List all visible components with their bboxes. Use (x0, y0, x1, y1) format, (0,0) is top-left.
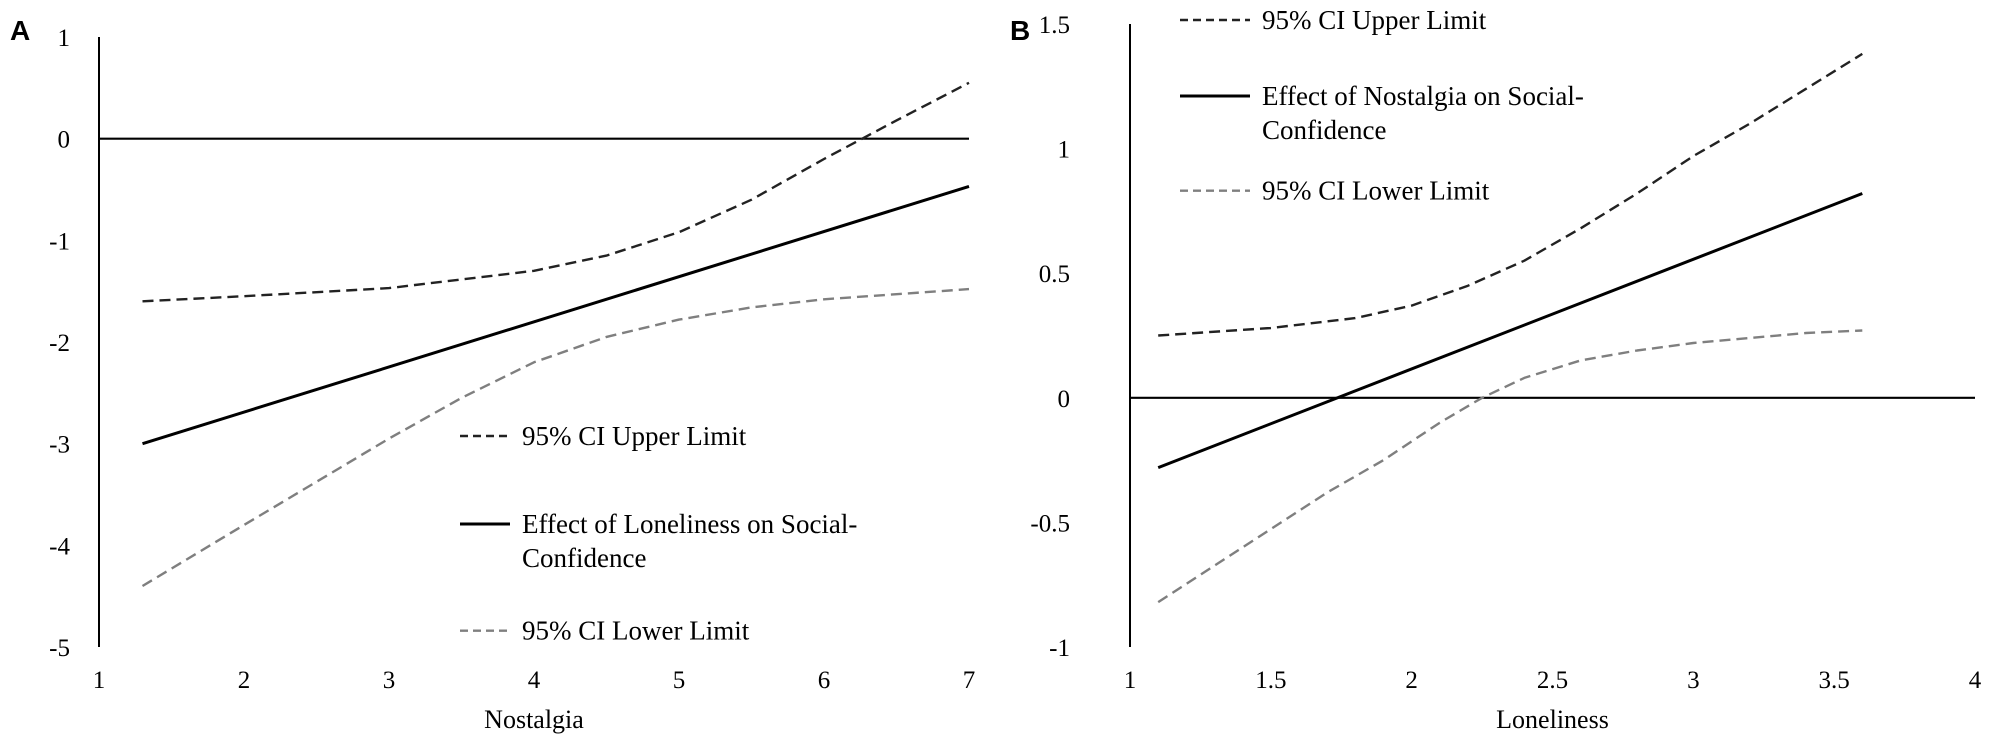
legend-label-line: Effect of Loneliness on Social- (522, 509, 857, 539)
y-tick-label: -5 (49, 635, 70, 662)
x-tick-label: 7 (963, 667, 976, 694)
x-tick-label: 4 (528, 667, 541, 694)
x-tick-label: 1 (1124, 667, 1137, 694)
y-tick-label: 0 (58, 127, 71, 154)
x-tick-label: 2 (1405, 667, 1418, 694)
panel-a: A 1 2 3 4 5 6 7 1 0 -1 -2 -3 -4 -5 95% CI Upper Limit Ef… (10, 15, 975, 734)
y-tick-label: 1.5 (1039, 12, 1070, 39)
legend-label-effect: Effect of Nostalgia on Social- Confidence (1262, 81, 1584, 145)
x-tick-label: 5 (673, 667, 686, 694)
x-axis-title: Nostalgia (484, 705, 584, 734)
series-line-effect (1157, 192, 1863, 469)
x-tick-label: 2 (238, 667, 251, 694)
x-tick-label: 4 (1969, 667, 1982, 694)
x-tick-label: 1 (93, 667, 106, 694)
y-tick-label: -2 (49, 330, 70, 357)
panel-b: B 1 1.5 2 2.5 3 3.5 4 1.5 1 0.5 0 -0.5 -1 95% CI Upper… (1010, 5, 1982, 734)
series-line-upper (142, 81, 970, 303)
legend-label-line: 95% CI Lower Limit (522, 616, 750, 646)
legend-label-line: Confidence (522, 543, 646, 573)
legend-label-effect: Effect of Loneliness on Social- Confidenc… (522, 509, 857, 573)
series-line-effect (142, 184, 970, 446)
legend: 95% CI Upper Limit Effect of Nostalgia on… (1180, 5, 1584, 206)
legend-label-upper: 95% CI Upper Limit (522, 421, 747, 451)
series-line-lower (141, 287, 970, 588)
legend-label-line: Confidence (1262, 115, 1386, 145)
y-tick-label: 1 (1058, 137, 1071, 164)
legend-label-line: 95% CI Lower Limit (1262, 176, 1490, 206)
panel-label: B (1010, 15, 1030, 46)
legend-label-upper: 95% CI Upper Limit (1262, 5, 1487, 35)
x-tick-label: 2.5 (1537, 667, 1568, 694)
x-axis-title: Loneliness (1496, 705, 1609, 734)
y-tick-label: -0.5 (1030, 510, 1070, 537)
x-tick-label: 3.5 (1819, 667, 1850, 694)
legend-label-line: Effect of Nostalgia on Social- (1262, 81, 1584, 111)
series-line-upper (1158, 52, 1863, 337)
y-tick-label: -4 (49, 533, 70, 560)
x-tick-label: 3 (383, 667, 396, 694)
legend-label-lower: 95% CI Lower Limit (1262, 176, 1490, 206)
series-line-lower (1157, 329, 1863, 604)
x-tick-label: 1.5 (1255, 667, 1286, 694)
y-tick-label: -1 (1049, 635, 1070, 662)
legend-label-line: 95% CI Upper Limit (1262, 5, 1487, 35)
x-tick-label: 3 (1687, 667, 1700, 694)
y-tick-label: -1 (49, 228, 70, 255)
legend: 95% CI Upper Limit Effect of Loneliness o… (460, 421, 857, 646)
legend-label-lower: 95% CI Lower Limit (522, 616, 750, 646)
y-tick-label: 0 (1058, 386, 1071, 413)
y-tick-label: 0.5 (1039, 261, 1070, 288)
x-tick-label: 6 (818, 667, 831, 694)
y-tick-label: 1 (58, 25, 71, 52)
y-tick-label: -3 (49, 432, 70, 459)
legend-label-line: 95% CI Upper Limit (522, 421, 747, 451)
panel-label: A (10, 15, 30, 46)
